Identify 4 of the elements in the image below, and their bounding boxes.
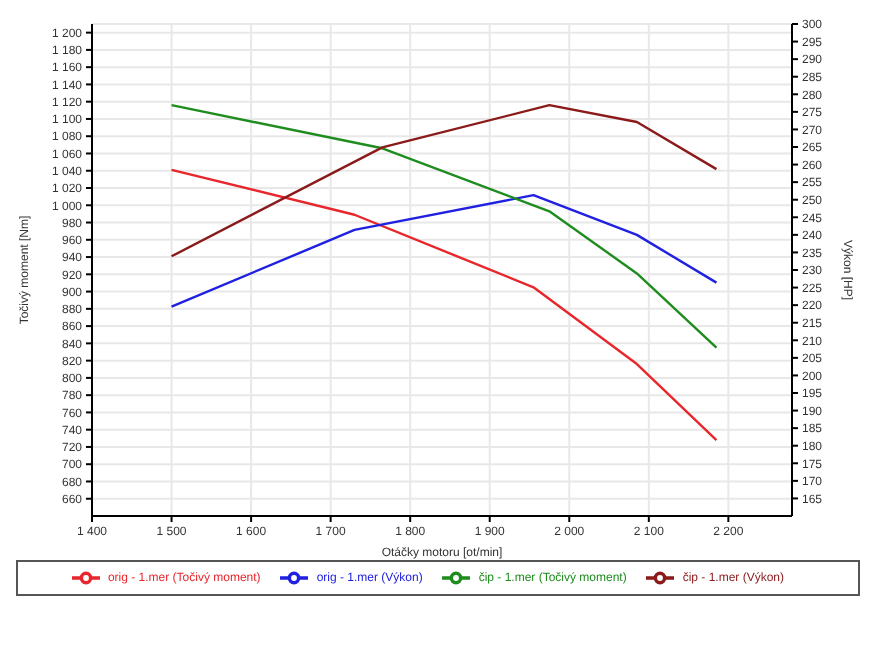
line-series xyxy=(170,193,718,308)
line-series xyxy=(170,168,718,442)
line-series xyxy=(170,103,718,258)
line-series xyxy=(170,103,718,349)
